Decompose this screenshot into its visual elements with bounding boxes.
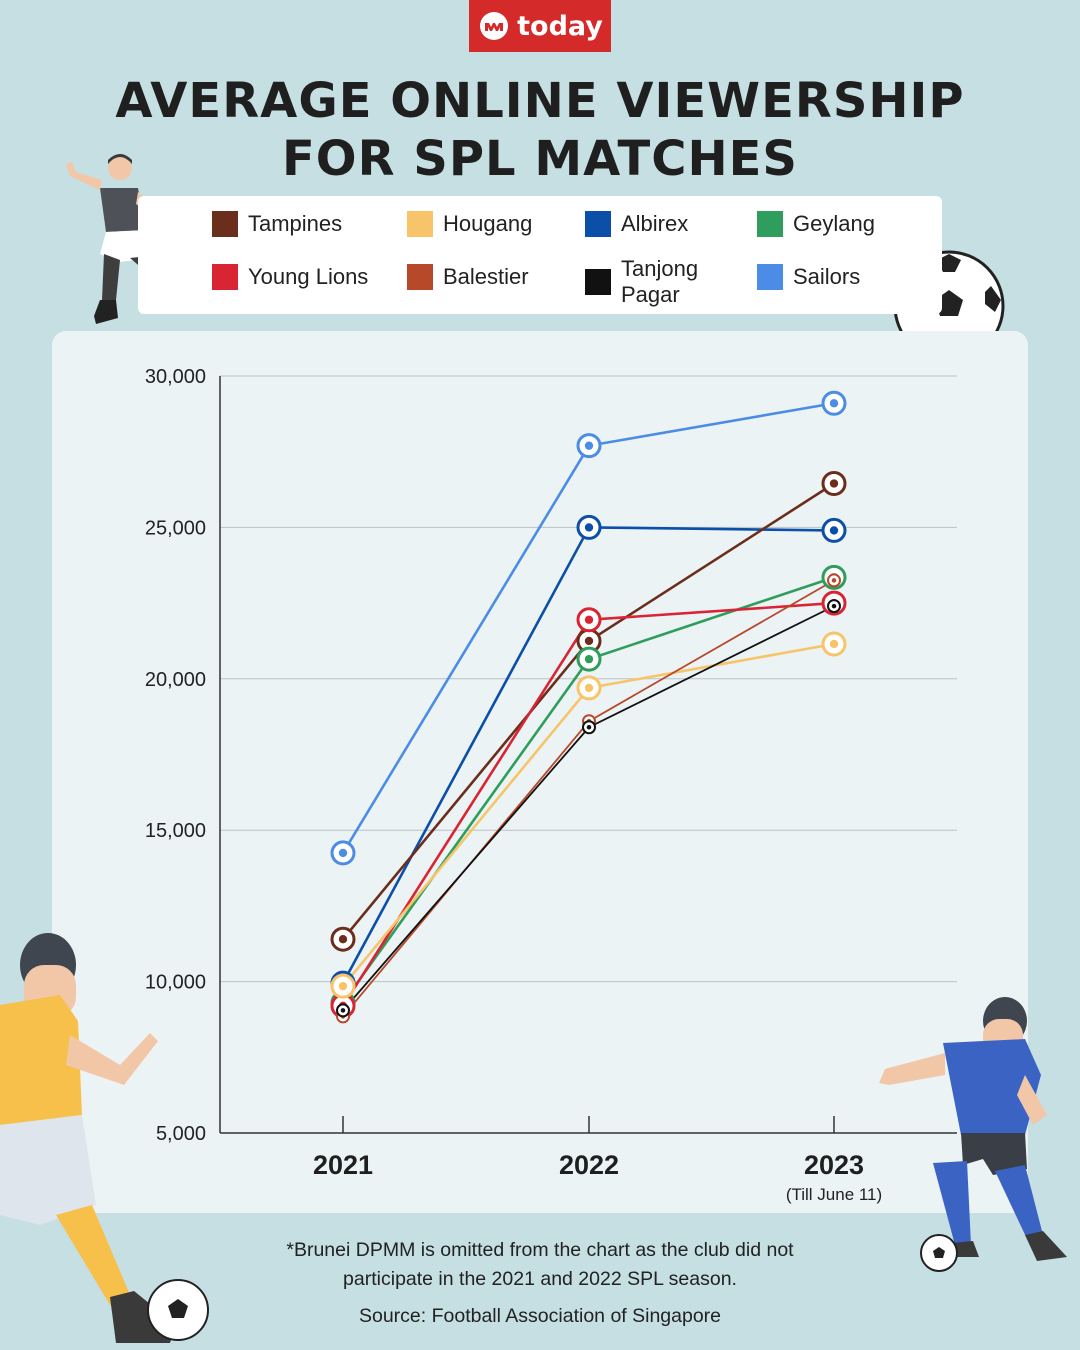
footnote-line-1: *Brunei DPMM is omitted from the chart a…: [286, 1239, 794, 1261]
legend-swatch: [407, 211, 433, 237]
data-point-sailors: [576, 433, 602, 459]
y-tick-label: 30,000: [145, 366, 206, 388]
legend-swatch: [212, 211, 238, 237]
legend-item-hougang: Hougang: [407, 211, 532, 237]
page-title: AVERAGE ONLINE VIEWERSHIP FOR SPL MATCHE…: [0, 72, 1080, 188]
series-line-albirex: [341, 526, 835, 984]
legend-item-albirex: Albirex: [585, 211, 688, 237]
y-tick-label: 5,000: [156, 1123, 206, 1145]
chart-legend: Tampines Hougang Albirex Geylang Young L…: [138, 196, 942, 314]
x-tick-label: 2021: [313, 1150, 373, 1180]
legend-swatch: [757, 264, 783, 290]
data-point-hougang: [821, 631, 847, 657]
y-tick-label: 15,000: [145, 820, 206, 842]
x-tick-label: 2022: [559, 1150, 619, 1180]
player-yellow-illustration: [0, 933, 209, 1343]
data-point-tampines: [330, 926, 356, 952]
legend-label: Hougang: [443, 211, 533, 236]
legend-label: Albirex: [621, 211, 689, 236]
x-tick-sublabel: (Till June 11): [786, 1185, 882, 1204]
data-point-hougang: [330, 973, 356, 999]
data-point-sailors: [821, 390, 847, 416]
data-point-geylang: [576, 646, 602, 672]
legend-item-sailors: Sailors: [757, 264, 860, 290]
y-tick-label: 10,000: [145, 972, 206, 994]
brand-mark-icon: [480, 12, 509, 40]
legend-label: Tampines: [248, 211, 343, 236]
logo-text: today: [517, 10, 603, 42]
legend-item-geylang: Geylang: [757, 211, 875, 237]
legend-swatch: [585, 269, 611, 295]
data-point-tanjong-pagar: [827, 599, 841, 614]
legend-item-tanjong-pagar: Tanjong Pagar: [585, 256, 711, 308]
legend-swatch: [757, 211, 783, 237]
footnote: *Brunei DPMM is omitted from the chart a…: [200, 1236, 880, 1294]
title-line-1: AVERAGE ONLINE VIEWERSHIP: [115, 73, 965, 129]
data-point-sailors: [330, 840, 356, 866]
x-tick-label: 2023: [804, 1150, 864, 1180]
legend-item-young-lions: Young Lions: [212, 264, 368, 290]
title-line-2: FOR SPL MATCHES: [282, 131, 798, 187]
legend-item-balestier: Balestier: [407, 264, 529, 290]
legend-swatch: [407, 264, 433, 290]
y-tick-label: 25,000: [145, 517, 206, 539]
legend-label: Sailors: [793, 264, 861, 289]
series-line-tampines: [341, 482, 835, 941]
footnote-line-2: participate in the 2021 and 2022 SPL sea…: [343, 1268, 737, 1290]
chart-panel: [52, 331, 1028, 1213]
legend-label: Young Lions: [248, 264, 369, 289]
data-point-balestier: [827, 573, 841, 588]
player-blue-illustration: [879, 997, 1067, 1272]
legend-label: Balestier: [443, 264, 529, 289]
y-tick-label: 20,000: [145, 669, 206, 691]
data-point-tanjong-pagar: [336, 1003, 350, 1018]
data-point-tanjong-pagar: [582, 720, 596, 735]
data-point-albirex: [821, 517, 847, 543]
data-point-young-lions: [576, 607, 602, 633]
legend-label: Geylang: [793, 211, 875, 236]
today-logo: today: [469, 0, 611, 52]
legend-swatch: [212, 264, 238, 290]
legend-item-tampines: Tampines: [212, 211, 342, 237]
data-point-albirex: [576, 514, 602, 540]
legend-swatch: [585, 211, 611, 237]
data-point-hougang: [576, 675, 602, 701]
source-note: Source: Football Association of Singapor…: [358, 1305, 722, 1327]
legend-label: Tanjong Pagar: [621, 256, 699, 307]
data-point-tampines: [821, 470, 847, 496]
